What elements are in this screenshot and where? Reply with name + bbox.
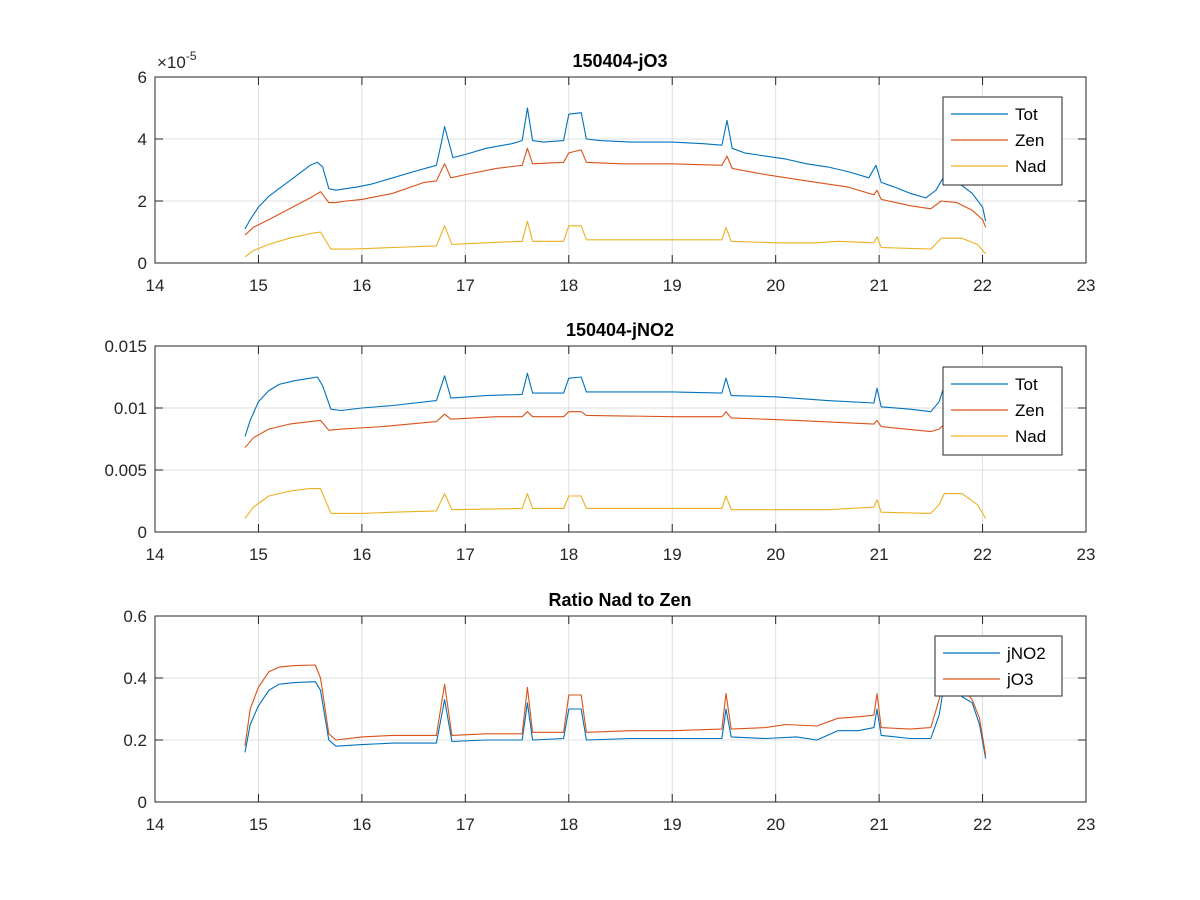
x-tick-label: 21 xyxy=(870,815,889,834)
series-line-jno2 xyxy=(244,677,987,759)
y-tick-label: 0.01 xyxy=(114,399,147,418)
exponent-power: -5 xyxy=(186,49,197,63)
legend[interactable]: Tot Zen Nad xyxy=(942,366,1063,456)
plot-title: 150404-jNO2 xyxy=(566,320,674,340)
legend-box xyxy=(942,96,1063,186)
x-tick-label: 18 xyxy=(559,815,578,834)
x-tick-label: 21 xyxy=(870,276,889,295)
x-tick-label: 16 xyxy=(352,545,371,564)
y-tick-labels: 0 0.2 0.4 0.6 xyxy=(123,607,147,812)
series-line-tot xyxy=(244,107,987,230)
x-tick-label: 18 xyxy=(559,276,578,295)
x-tick-label: 18 xyxy=(559,545,578,564)
y-tick-label: 0 xyxy=(138,523,147,542)
x-tick-label: 15 xyxy=(249,276,268,295)
x-tick-label: 17 xyxy=(456,276,475,295)
legend-label-tot: Tot xyxy=(1015,375,1038,394)
legend-label-nad: Nad xyxy=(1015,157,1046,176)
axes-background xyxy=(155,616,1086,802)
y-exponent-label: ×10-5 xyxy=(157,49,197,72)
series-line-jo3 xyxy=(244,664,987,756)
x-tick-label: 22 xyxy=(973,276,992,295)
legend-box xyxy=(934,635,1063,697)
y-tick-label: 2 xyxy=(138,192,147,211)
legend-box xyxy=(942,366,1063,456)
x-tick-label: 19 xyxy=(663,815,682,834)
x-tick-label: 16 xyxy=(352,276,371,295)
y-tick-label: 0 xyxy=(138,793,147,812)
x-tick-labels: 14 15 16 17 18 19 20 21 22 23 xyxy=(146,276,1096,295)
series-line-zen xyxy=(244,411,957,449)
y-tick-label: 0.2 xyxy=(123,731,147,750)
axes-box xyxy=(154,615,1087,803)
plot-series xyxy=(244,372,987,519)
y-tick-label: 4 xyxy=(138,130,147,149)
x-tick-label: 14 xyxy=(146,815,165,834)
legend-label-tot: Tot xyxy=(1015,105,1038,124)
x-tick-label: 20 xyxy=(766,815,785,834)
x-tick-label: 20 xyxy=(766,276,785,295)
plot-title: Ratio Nad to Zen xyxy=(549,590,692,610)
series-line-nad xyxy=(244,488,987,519)
axes-background xyxy=(155,77,1086,263)
x-tick-label: 23 xyxy=(1077,815,1096,834)
x-tick-label: 14 xyxy=(146,545,165,564)
x-tick-labels: 14 15 16 17 18 19 20 21 22 23 xyxy=(146,545,1096,564)
legend-label-zen: Zen xyxy=(1015,131,1044,150)
x-tick-label: 17 xyxy=(456,545,475,564)
axes-background xyxy=(155,346,1086,532)
axes-box xyxy=(154,345,1087,533)
y-tick-label: 0.4 xyxy=(123,669,147,688)
x-tick-label: 22 xyxy=(973,545,992,564)
legend-label-jo3: jO3 xyxy=(1006,670,1033,689)
legend-label-nad: Nad xyxy=(1015,427,1046,446)
exponent-base: ×10 xyxy=(157,53,186,72)
axes-box xyxy=(154,76,1087,264)
tick-marks xyxy=(154,345,1087,533)
series-line-nad xyxy=(244,220,987,258)
legend[interactable]: Tot Zen Nad xyxy=(942,96,1063,186)
y-tick-label: 0.005 xyxy=(104,461,147,480)
x-tick-label: 15 xyxy=(249,545,268,564)
x-tick-labels: 14 15 16 17 18 19 20 21 22 23 xyxy=(146,815,1096,834)
x-tick-label: 16 xyxy=(352,815,371,834)
x-tick-label: 21 xyxy=(870,545,889,564)
x-tick-label: 14 xyxy=(146,276,165,295)
series-line-zen xyxy=(244,147,987,236)
x-tick-label: 17 xyxy=(456,815,475,834)
y-tick-label: 0.015 xyxy=(104,337,147,356)
series-line-tot xyxy=(244,372,965,437)
x-tick-label: 19 xyxy=(663,545,682,564)
tick-marks xyxy=(154,615,1087,803)
subplot-jo3: 14 15 16 17 18 19 20 21 22 23 0 2 4 6 150404-jO3 ×10… xyxy=(138,49,1096,295)
subplot-ratio: 14 15 16 17 18 19 20 21 22 23 0 0.2 0.4 0.6 Ratio Na… xyxy=(123,590,1095,834)
plot-series xyxy=(244,664,987,759)
x-tick-label: 20 xyxy=(766,545,785,564)
legend-label-zen: Zen xyxy=(1015,401,1044,420)
x-tick-label: 23 xyxy=(1077,545,1096,564)
x-tick-label: 22 xyxy=(973,815,992,834)
tick-marks xyxy=(154,76,1087,264)
plot-series xyxy=(244,107,987,258)
y-tick-labels: 0 2 4 6 xyxy=(138,68,147,273)
y-tick-labels: 0 0.005 0.01 0.015 xyxy=(104,337,147,542)
legend-label-jno2: jNO2 xyxy=(1006,644,1046,663)
y-tick-label: 0.6 xyxy=(123,607,147,626)
x-tick-label: 19 xyxy=(663,276,682,295)
x-tick-label: 15 xyxy=(249,815,268,834)
subplot-jno2: 14 15 16 17 18 19 20 21 22 23 0 0.005 0.01 0.015 150… xyxy=(104,320,1095,564)
y-tick-label: 6 xyxy=(138,68,147,87)
legend[interactable]: jNO2 jO3 xyxy=(934,635,1063,697)
x-tick-label: 23 xyxy=(1077,276,1096,295)
y-tick-label: 0 xyxy=(138,254,147,273)
plot-title: 150404-jO3 xyxy=(572,51,667,71)
